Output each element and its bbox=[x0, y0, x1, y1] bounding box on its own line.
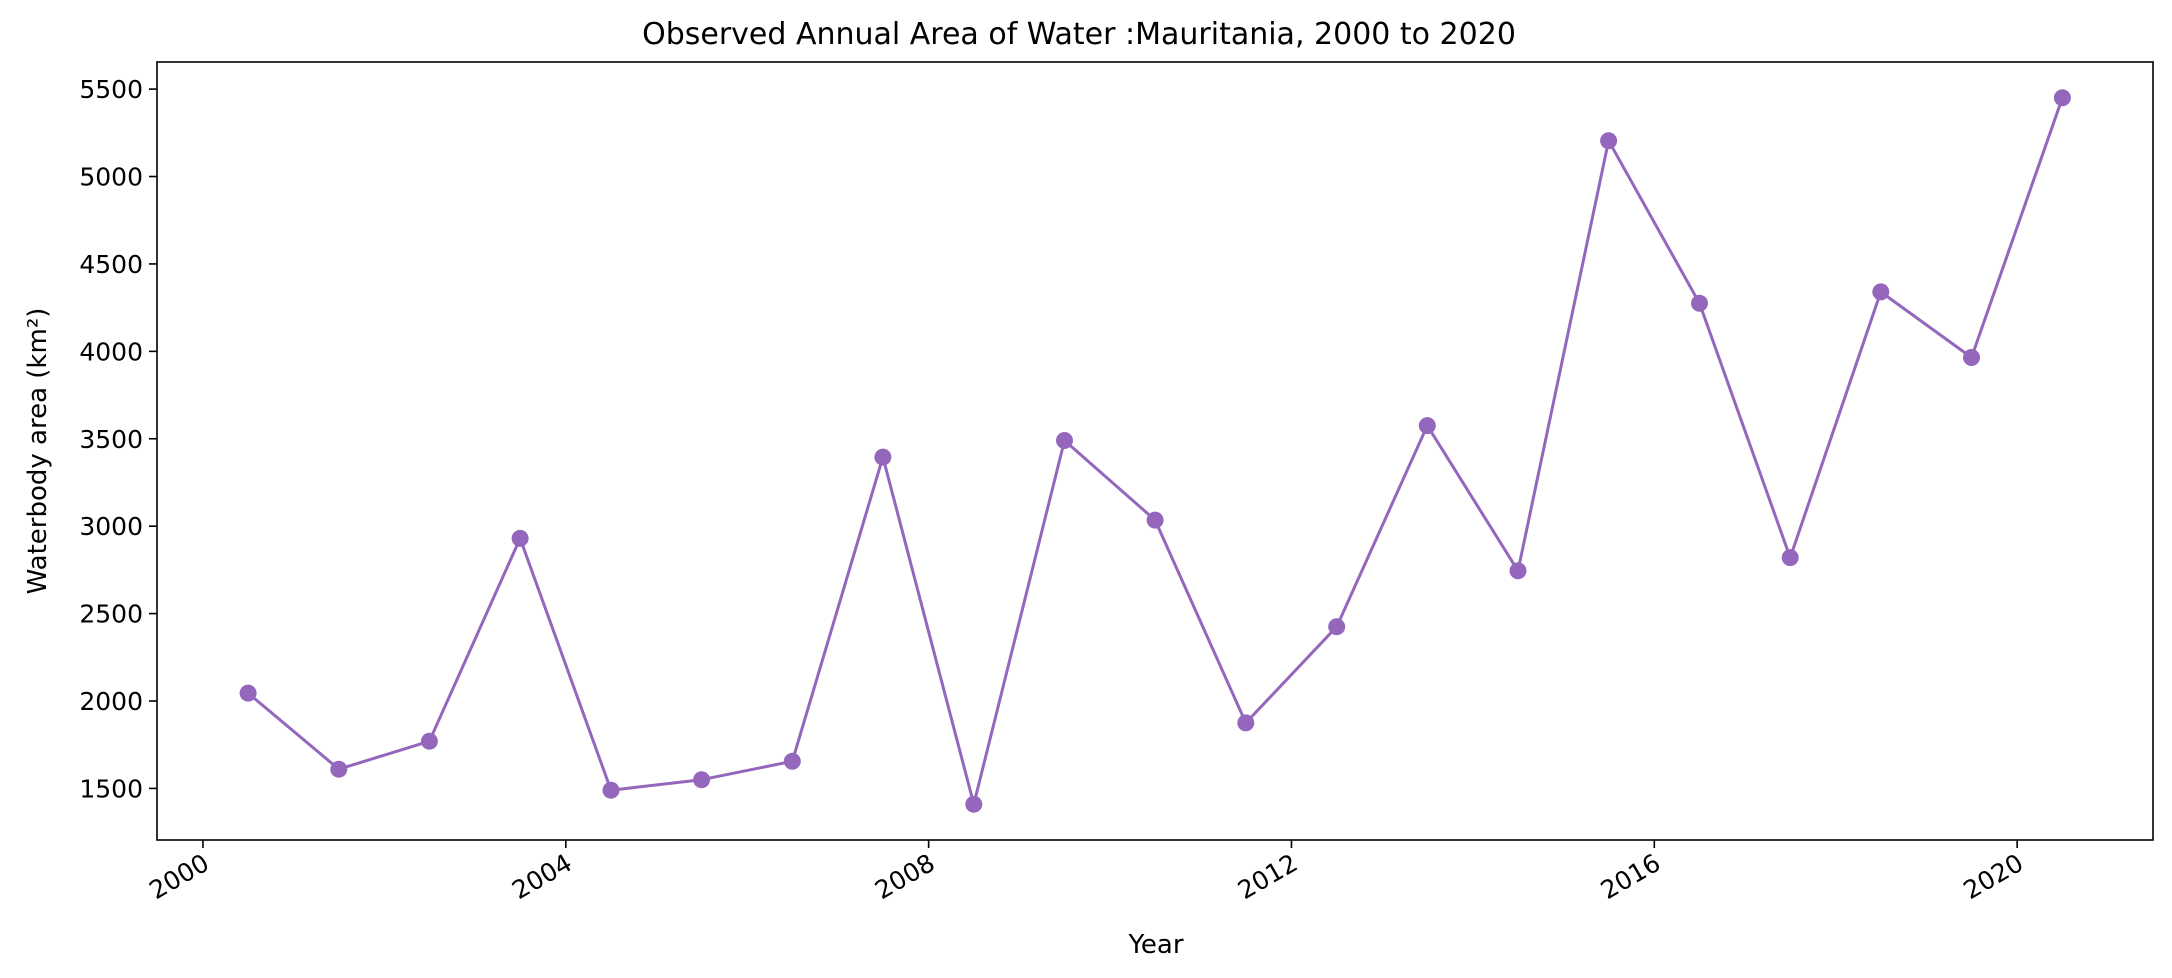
x-tick-label: 2016 bbox=[1596, 848, 1666, 905]
data-point bbox=[965, 795, 983, 813]
data-point bbox=[874, 448, 892, 466]
data-point bbox=[1600, 132, 1618, 150]
series-layer bbox=[239, 89, 2071, 813]
data-point bbox=[1872, 283, 1890, 301]
chart-title: Observed Annual Area of Water :Mauritani… bbox=[642, 17, 1516, 52]
data-point bbox=[1328, 618, 1346, 636]
data-point bbox=[2053, 89, 2071, 107]
data-point bbox=[1146, 511, 1164, 529]
data-point bbox=[420, 732, 438, 750]
data-point bbox=[1418, 417, 1436, 435]
data-point bbox=[1056, 432, 1073, 449]
series-line bbox=[247, 97, 2064, 806]
plot-area-frame bbox=[156, 61, 2154, 841]
y-axis-label: Waterbody area (km²) bbox=[23, 308, 53, 595]
x-tick-label: 2008 bbox=[870, 848, 940, 905]
data-point bbox=[1509, 562, 1527, 580]
data-point bbox=[602, 781, 620, 799]
y-tick-label: 4000 bbox=[79, 337, 143, 366]
y-tick-label: 2000 bbox=[79, 687, 143, 716]
x-tick-label: 2020 bbox=[1959, 848, 2029, 905]
y-axis-ticks: 1500 2000 2500 3000 3500 4000 4500 5000 5500 bbox=[79, 75, 157, 803]
data-point bbox=[1691, 294, 1708, 312]
y-tick-label: 2500 bbox=[79, 600, 143, 629]
data-point bbox=[239, 684, 257, 702]
y-tick-label: 3500 bbox=[79, 425, 143, 454]
data-point bbox=[511, 529, 529, 547]
data-point bbox=[693, 771, 711, 789]
x-tick-label: 2012 bbox=[1233, 848, 1303, 905]
y-tick-label: 5500 bbox=[79, 75, 143, 104]
data-point bbox=[1781, 549, 1799, 567]
y-tick-label: 3000 bbox=[79, 512, 143, 541]
data-point bbox=[783, 752, 801, 770]
x-axis-label: Year bbox=[1127, 930, 1183, 960]
y-tick-label: 1500 bbox=[79, 774, 143, 803]
data-point bbox=[1963, 349, 1980, 366]
y-tick-label: 5000 bbox=[79, 163, 143, 192]
x-tick-label: 2004 bbox=[507, 848, 577, 905]
x-axis-ticks: 2000 2004 2008 2012 2016 2020 bbox=[144, 840, 2028, 905]
x-tick-label: 2000 bbox=[144, 848, 214, 905]
data-point bbox=[1237, 714, 1255, 732]
data-point bbox=[330, 760, 348, 778]
y-tick-label: 4500 bbox=[79, 250, 143, 279]
